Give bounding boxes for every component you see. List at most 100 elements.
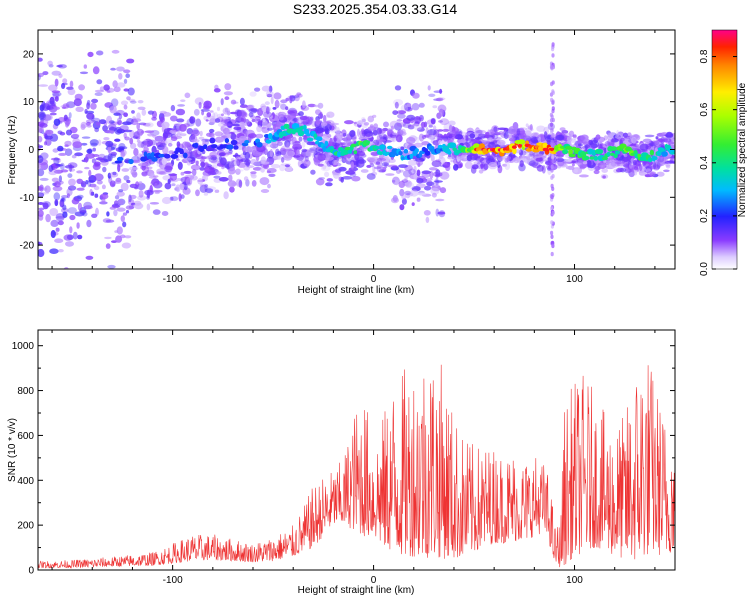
spectrogram-cell xyxy=(400,146,405,151)
spectrogram-cell xyxy=(92,147,96,152)
spectrogram-cell xyxy=(122,221,127,228)
spectrogram-cell xyxy=(343,140,352,147)
spectrogram-cell xyxy=(53,106,60,111)
spectrogram-cell xyxy=(578,143,583,147)
spectrogram-cell xyxy=(632,143,640,147)
spectrogram-cell xyxy=(417,192,427,196)
spectrogram-cell xyxy=(223,191,229,200)
x-tick-label: -100 xyxy=(163,575,183,586)
spectrogram-cell xyxy=(368,157,376,162)
spectrogram-cell xyxy=(296,92,302,96)
spectrogram-cell xyxy=(278,114,286,121)
spectrogram-cell xyxy=(315,178,325,186)
spectrogram-cell xyxy=(209,151,218,158)
spectrogram-cell xyxy=(503,149,511,154)
spectrogram-cell xyxy=(142,162,149,167)
spectrogram-cell xyxy=(185,177,193,186)
spectrogram-cell xyxy=(435,97,444,102)
spectrogram-cell xyxy=(86,102,90,110)
spectrogram-cell xyxy=(294,140,301,144)
spectrogram-cell xyxy=(69,80,74,88)
spectrogram-cell xyxy=(506,134,514,139)
spectrogram-cell xyxy=(107,172,112,179)
spectrogram-cell xyxy=(357,159,367,164)
spectrogram-cell xyxy=(140,165,147,170)
spectrogram-cell xyxy=(456,139,467,144)
spectrogram-cell xyxy=(350,161,355,170)
spectrogram-cell xyxy=(49,208,59,216)
spectrogram-cell xyxy=(435,198,445,202)
spectrogram-cell xyxy=(551,174,555,179)
spectrogram-cell xyxy=(45,213,51,223)
spectrogram-cell xyxy=(120,100,129,106)
spectrogram-cell xyxy=(183,183,188,191)
spectrogram-cell xyxy=(317,163,325,167)
spectrogram-cell xyxy=(551,46,555,52)
spectrogram-cell xyxy=(99,86,105,92)
spectrogram-cell xyxy=(65,129,73,136)
spectrogram-cell xyxy=(39,177,49,181)
spectrogram-cell xyxy=(250,171,257,175)
spectrogram-cell xyxy=(239,156,246,160)
spectrogram-cell xyxy=(138,190,144,198)
spectrogram-cell xyxy=(177,104,186,107)
spectrogram-cell xyxy=(244,158,251,166)
spectrogram-cell xyxy=(361,118,366,123)
spectrogram-cell xyxy=(226,131,232,138)
spectrogram-cell xyxy=(599,163,603,167)
spectrogram-cell xyxy=(442,137,451,141)
spectrogram-cell xyxy=(133,148,139,157)
spectrogram-cell xyxy=(402,122,411,128)
spectrogram-cell xyxy=(215,136,225,143)
spectrogram-cell xyxy=(61,195,69,199)
x-tick-label: 100 xyxy=(566,274,583,285)
spectrogram-cell xyxy=(545,161,552,165)
spectrogram-cell xyxy=(239,97,245,106)
spectrogram-cell xyxy=(50,219,59,227)
spectrogram-cell xyxy=(120,182,129,192)
spectrogram-cell xyxy=(115,235,123,243)
spectrogram-cell xyxy=(41,101,46,110)
spectrogram-cell xyxy=(425,216,430,223)
spectrogram-cell xyxy=(95,157,104,161)
spectrogram-cell xyxy=(348,167,359,172)
spectrogram-cell xyxy=(224,96,230,101)
spectrogram-cell xyxy=(551,53,555,58)
spectrogram-cell xyxy=(665,162,671,167)
spectrogram-cell xyxy=(286,142,290,149)
spectrogram-cell xyxy=(404,177,408,181)
spectrogram-cell xyxy=(586,160,592,168)
snr-y-ticks: 0 200 400 600 800 1000 xyxy=(12,341,675,577)
spectrogram-cell xyxy=(366,164,372,168)
spectrogram-cell xyxy=(538,136,542,144)
spectrogram-cell xyxy=(360,116,366,124)
spectrogram-cell xyxy=(213,88,221,93)
spectrogram-cell xyxy=(655,136,659,140)
spectrogram-cell xyxy=(398,110,407,115)
spectrogram-cell xyxy=(469,133,476,139)
spectrogram-cell xyxy=(128,98,136,103)
spectrogram-cell xyxy=(421,134,427,140)
spectrogram-cell xyxy=(210,134,215,139)
spectrogram-cell xyxy=(655,161,666,167)
spectrogram-cell xyxy=(418,102,425,108)
spectrogram-cell xyxy=(441,137,448,146)
colorbar-tick-label: 0.2 xyxy=(699,209,710,223)
spectrogram-cell xyxy=(280,145,291,154)
spectrogram-cell xyxy=(94,193,99,198)
spectrogram-cell xyxy=(136,139,141,143)
spectrogram-cell xyxy=(447,150,452,155)
spectrogram-cell xyxy=(134,186,139,190)
spectrogram-cell xyxy=(434,174,441,178)
spectrogram-cell xyxy=(193,108,200,116)
spectrogram-peak xyxy=(517,144,523,148)
spectrogram-cell xyxy=(219,157,227,166)
spectrogram-cell xyxy=(205,119,209,122)
spectrogram-cell xyxy=(432,139,440,146)
spectrogram-cell xyxy=(200,161,206,168)
spectrogram-cell xyxy=(125,210,130,214)
spectrogram-cell xyxy=(112,171,117,176)
spectrogram-cell xyxy=(421,170,432,175)
spectrogram-cell xyxy=(267,127,273,131)
spectrogram-cell xyxy=(65,241,74,247)
